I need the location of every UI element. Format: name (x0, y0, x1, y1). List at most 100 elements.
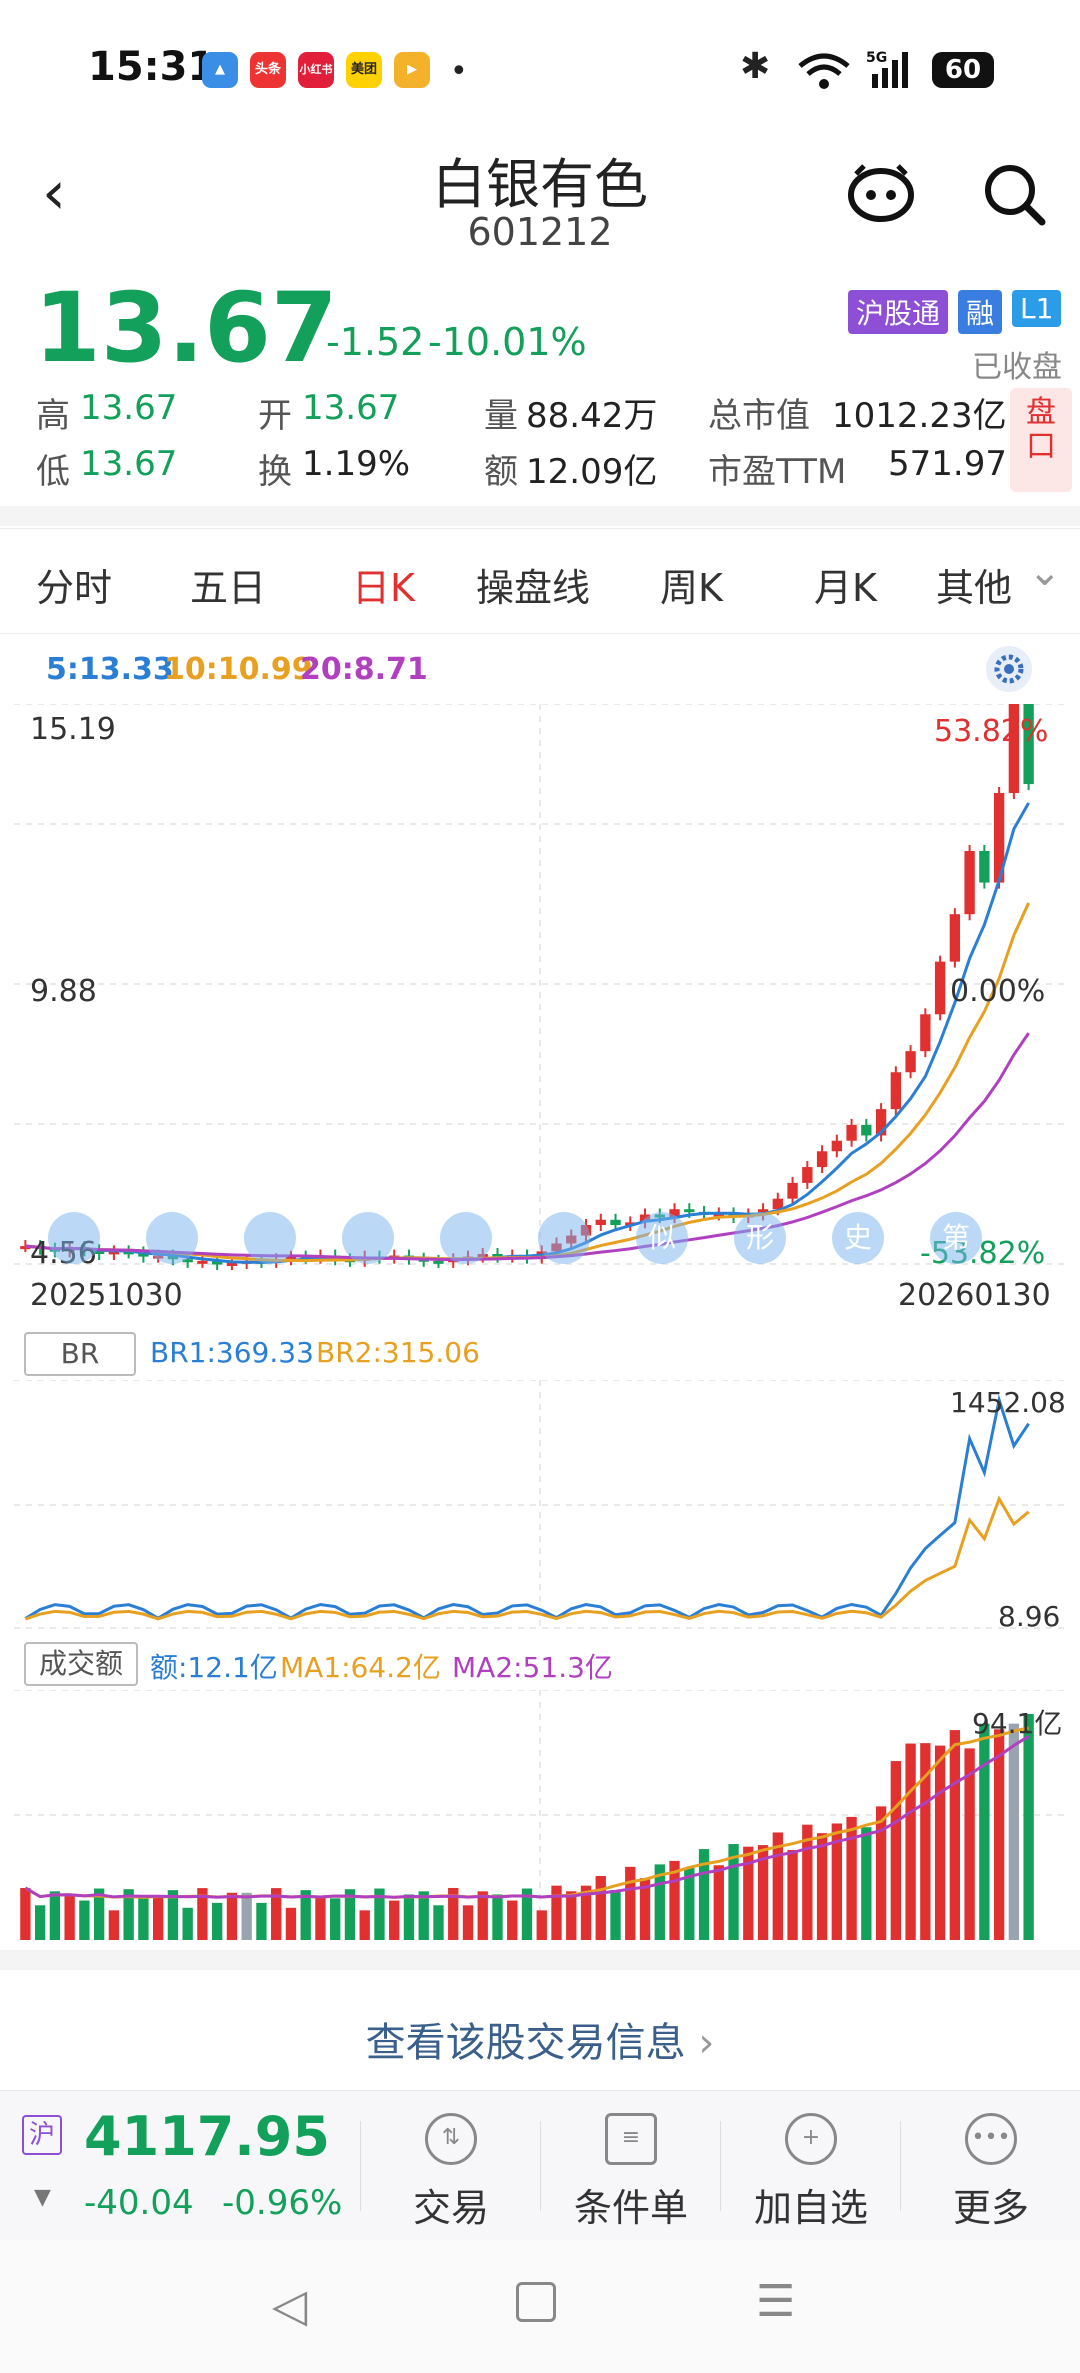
settings-gear-icon[interactable] (984, 644, 1034, 694)
y-axis-mid: 9.88 (30, 974, 97, 1009)
volume-bar (492, 1894, 503, 1940)
stat-value-volume: 88.42万 (526, 396, 658, 436)
tab-daily-k[interactable]: 日K (352, 566, 415, 610)
index-market-icon: 沪 (22, 2115, 62, 2155)
volume-bar (403, 1894, 415, 1940)
br-chart[interactable] (14, 1380, 1066, 1630)
overlay-bubble[interactable] (244, 1212, 296, 1264)
overlay-bubble[interactable] (342, 1212, 394, 1264)
candle (993, 793, 1005, 883)
robot-icon[interactable] (846, 162, 916, 222)
stat-label-volume: 量 (484, 396, 518, 436)
divider (720, 2121, 721, 2211)
volume-chart[interactable] (14, 1690, 1066, 1942)
back-icon[interactable]: ‹ (42, 158, 66, 228)
candle (625, 1222, 636, 1226)
overlay-bubble-rank[interactable]: 第 (930, 1212, 982, 1264)
order-book-button[interactable]: 盘口 (1010, 388, 1072, 492)
tab-other[interactable]: 其他 (936, 566, 1013, 610)
add-watchlist-button[interactable]: + 加自选 (736, 2113, 886, 2232)
stat-label-mktcap: 总市值 (708, 396, 810, 436)
divider (900, 2121, 901, 2211)
candle (846, 1124, 857, 1141)
tab-trading-line[interactable]: 操盘线 (476, 566, 591, 610)
volume-bar (1008, 1723, 1020, 1940)
volume-bar (669, 1860, 680, 1940)
more-button[interactable]: ••• 更多 (916, 2113, 1066, 2232)
overlay-bubble-history[interactable]: 史 (832, 1212, 884, 1264)
badge-l1[interactable]: L1 (1012, 290, 1062, 327)
candle (890, 1072, 902, 1110)
candle (802, 1167, 813, 1183)
caret-down-icon: ▼ (34, 2185, 51, 2210)
candle (285, 1256, 297, 1260)
candle (979, 850, 990, 883)
system-nav-bar: ◁ ☰ (0, 2240, 1080, 2373)
search-icon[interactable] (982, 162, 1046, 226)
volume-bar (551, 1885, 562, 1940)
stat-label-high: 高 (36, 396, 70, 436)
volume-bar (979, 1723, 990, 1940)
battery-icon: 60 (932, 52, 994, 88)
overlay-bubble[interactable] (440, 1212, 492, 1264)
trade-button[interactable]: ⇅ 交易 (376, 2113, 526, 2232)
badge-hgt[interactable]: 沪股通 (848, 290, 949, 334)
volume-bar (580, 1885, 592, 1940)
trade-info-link-label: 查看该股交易信息 (365, 2020, 686, 2066)
volume-bar (566, 1891, 577, 1940)
volume-bar (20, 1887, 31, 1940)
trade-info-link[interactable]: 查看该股交易信息 › (0, 2010, 1080, 2068)
candle (772, 1198, 783, 1210)
bluetooth-icon: ✱ (740, 46, 771, 87)
kline-chart[interactable] (14, 704, 1066, 1270)
volume-bar (875, 1806, 887, 1940)
volume-bar (772, 1832, 783, 1940)
nav-back-icon[interactable]: ◁ (272, 2278, 308, 2332)
overlay-bubble-shape[interactable]: 形 (734, 1212, 786, 1264)
volume-bar (315, 1896, 326, 1940)
candle (197, 1260, 208, 1264)
ma10-line (25, 902, 1030, 1263)
overlay-bubble-similar[interactable]: 似 (636, 1212, 688, 1264)
nav-menu-icon[interactable]: ☰ (756, 2276, 796, 2327)
volume-bar (861, 1827, 872, 1940)
stock-name: 白银有色 (432, 153, 648, 216)
divider (0, 506, 1080, 526)
overlay-bubble[interactable] (146, 1212, 198, 1264)
signal-icon: 5G (866, 50, 908, 88)
conditional-order-label: 条件单 (573, 2186, 688, 2230)
tab-intraday[interactable]: 分时 (36, 566, 113, 610)
br-indicator-selector[interactable]: BR (24, 1332, 136, 1376)
overlay-bubble[interactable] (48, 1212, 100, 1264)
candle (1008, 704, 1020, 794)
volume-bar (359, 1910, 370, 1940)
volume-bar (433, 1905, 444, 1940)
overlay-bubble[interactable] (538, 1212, 590, 1264)
pct-axis-top: 53.82% (934, 714, 1049, 749)
volume-bar (197, 1888, 208, 1940)
more-label: 更多 (952, 2186, 1029, 2230)
volume-bar (64, 1894, 75, 1940)
conditional-order-button[interactable]: ≡ 条件单 (556, 2113, 706, 2232)
volume-indicator-selector[interactable]: 成交额 (24, 1642, 138, 1686)
candle (226, 1262, 238, 1266)
volume-bar (949, 1730, 961, 1940)
tab-five-day[interactable]: 五日 (190, 566, 267, 610)
stat-label-pe: 市盈TTM (708, 452, 847, 492)
volume-bar (167, 1890, 179, 1940)
volume-ma2: MA2:51.3亿 (452, 1651, 613, 1684)
index-value[interactable]: 4117.95 (84, 2105, 330, 2168)
stat-value-turnover: 1.19% (302, 444, 411, 484)
price-change-pct: -10.01% (428, 320, 587, 364)
volume-bar (846, 1816, 857, 1940)
badge-margin[interactable]: 融 (958, 290, 1003, 334)
volume-bar (138, 1898, 149, 1940)
br2-value: BR2:315.06 (316, 1336, 480, 1369)
tab-weekly-k[interactable]: 周K (660, 566, 723, 610)
trade-icon: ⇅ (425, 2113, 477, 2165)
status-time: 15:31 (88, 44, 216, 90)
chevron-down-icon[interactable]: ⌄ (1028, 549, 1062, 595)
plus-icon: + (785, 2113, 837, 2165)
nav-home-icon[interactable] (516, 2282, 556, 2322)
tab-monthly-k[interactable]: 月K (814, 566, 877, 610)
